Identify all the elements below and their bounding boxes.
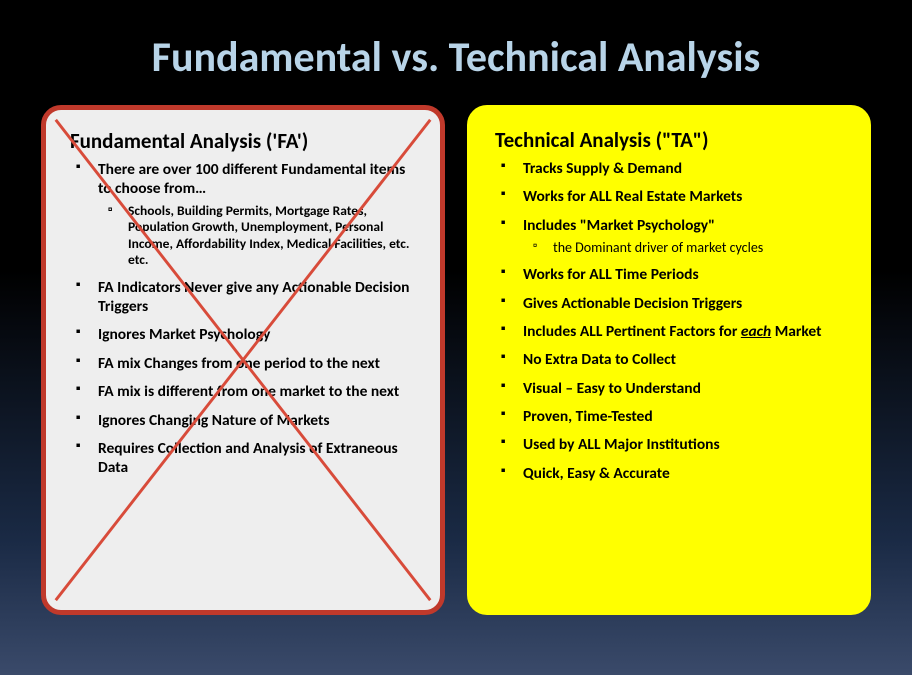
list-item: There are over 100 different Fundamental… — [92, 160, 418, 269]
panels-row: Fundamental Analysis ('FA') There are ov… — [0, 83, 912, 615]
list-item: Gives Actionable Decision Triggers — [517, 294, 845, 313]
technical-list: Tracks Supply & Demand Works for ALL Rea… — [495, 159, 845, 483]
sub-list: Schools, Building Permits, Mortgage Rate… — [98, 203, 418, 269]
emph-each: each — [741, 322, 771, 341]
list-item: Includes ALL Pertinent Factors for each … — [517, 322, 845, 341]
list-item: Includes "Market Psychology" the Dominan… — [517, 216, 845, 256]
list-item: Ignores Market Psychology — [92, 325, 418, 344]
list-item: FA mix is different from one market to t… — [92, 382, 418, 401]
technical-heading: Technical Analysis ("TA") — [495, 127, 845, 153]
list-item: Requires Collection and Analysis of Extr… — [92, 439, 418, 478]
list-item: Used by ALL Major Institutions — [517, 435, 845, 454]
list-item: Proven, Time-Tested — [517, 407, 845, 426]
list-item: Quick, Easy & Accurate — [517, 464, 845, 483]
list-item: Works for ALL Real Estate Markets — [517, 187, 845, 206]
list-item-text: Includes "Market Psychology" — [523, 216, 715, 235]
slide: Fundamental vs. Technical Analysis Funda… — [0, 0, 912, 675]
slide-title: Fundamental vs. Technical Analysis — [0, 0, 912, 83]
sub-item: Schools, Building Permits, Mortgage Rate… — [124, 203, 418, 269]
fundamental-heading: Fundamental Analysis ('FA') — [70, 128, 418, 154]
list-item: Visual – Easy to Understand — [517, 379, 845, 398]
list-item-text: Includes ALL Pertinent Factors for — [523, 322, 741, 341]
list-item: Ignores Changing Nature of Markets — [92, 411, 418, 430]
fundamental-panel: Fundamental Analysis ('FA') There are ov… — [41, 105, 445, 615]
list-item: Tracks Supply & Demand — [517, 159, 845, 178]
sub-item: the Dominant driver of market cycles — [549, 239, 845, 256]
list-item-tail: Market — [771, 322, 821, 341]
technical-panel: Technical Analysis ("TA") Tracks Supply … — [467, 105, 871, 615]
list-item: No Extra Data to Collect — [517, 350, 845, 369]
list-item: Works for ALL Time Periods — [517, 265, 845, 284]
list-item-text: There are over 100 different Fundamental… — [98, 160, 405, 198]
list-item: FA mix Changes from one period to the ne… — [92, 354, 418, 373]
list-item: FA Indicators Never give any Actionable … — [92, 278, 418, 317]
sub-list: the Dominant driver of market cycles — [523, 239, 845, 256]
fundamental-list: There are over 100 different Fundamental… — [70, 160, 418, 478]
